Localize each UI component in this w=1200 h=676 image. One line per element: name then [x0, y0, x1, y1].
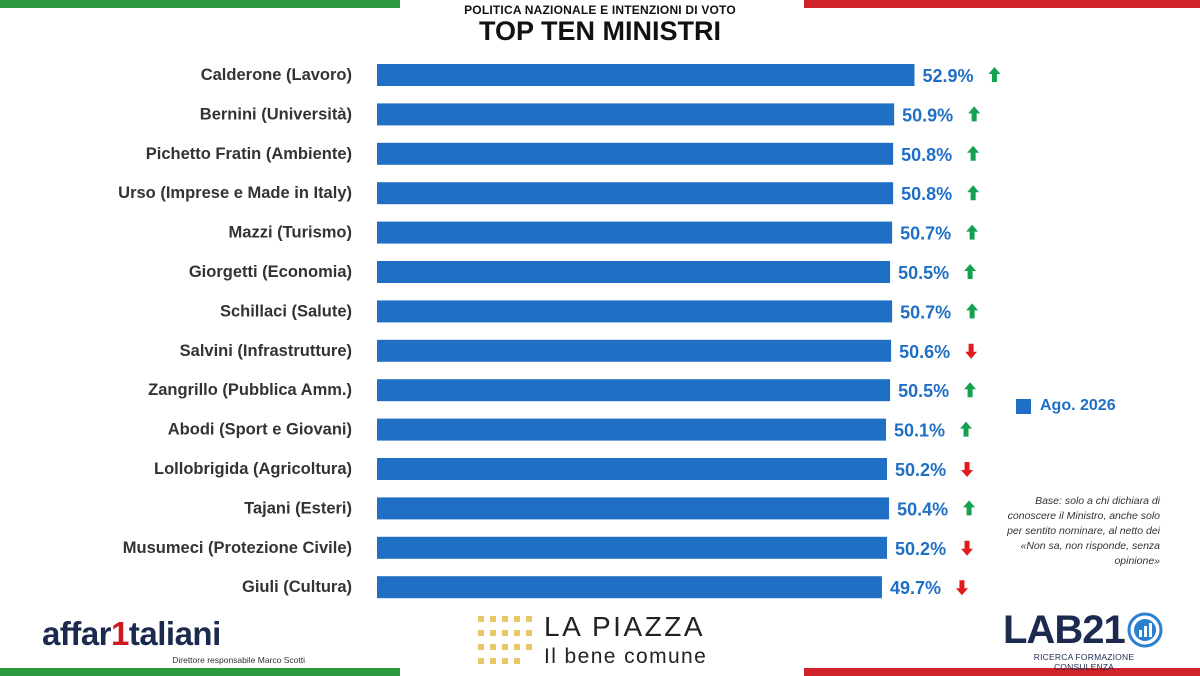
trend-down-arrow-icon	[961, 540, 974, 556]
value-label: 50.9%	[902, 105, 953, 125]
category-label: Calderone (Lavoro)	[201, 66, 352, 84]
lapiazza-subtitle: Il bene comune	[544, 645, 708, 668]
affaritaliani-logo-part1: affar	[42, 615, 112, 652]
trend-up-arrow-icon	[967, 185, 980, 201]
affaritaliani-logo-part2: 1	[111, 615, 129, 652]
value-label: 50.8%	[901, 145, 952, 165]
flag-stripe-red-top	[804, 0, 1200, 8]
legend: Ago. 2026	[1016, 397, 1116, 415]
affaritaliani-subtitle: Direttore responsabile Marco Scotti	[172, 655, 305, 665]
category-label: Giuli (Cultura)	[242, 578, 352, 596]
category-label: Giorgetti (Economia)	[189, 263, 352, 281]
value-label: 49.7%	[890, 578, 941, 598]
category-label: Mazzi (Turismo)	[229, 224, 352, 242]
category-label: Schillaci (Salute)	[220, 302, 352, 320]
category-label: Salvini (Infrastrutture)	[180, 342, 352, 360]
trend-up-arrow-icon	[963, 500, 976, 516]
bar	[377, 339, 892, 362]
base-note: Base: solo a chi dichiara di conoscere i…	[1007, 495, 1160, 567]
bar	[377, 536, 888, 559]
bar	[377, 103, 895, 126]
page-supertitle: POLITICA NAZIONALE E INTENZIONI DI VOTO	[464, 3, 736, 17]
trend-up-arrow-icon	[964, 382, 977, 398]
trend-up-arrow-icon	[966, 303, 979, 319]
category-label: Musumeci (Protezione Civile)	[123, 539, 352, 557]
page-title: TOP TEN MINISTRI	[478, 16, 722, 46]
lapiazza-title: LA PIAZZA	[544, 611, 705, 642]
value-label: 50.7%	[900, 302, 951, 322]
category-label: Zangrillo (Pubblica Amm.)	[148, 381, 352, 399]
value-label: 50.8%	[901, 184, 952, 204]
bar	[377, 300, 893, 323]
lapiazza-dots-icon	[478, 616, 532, 664]
bar	[377, 182, 894, 205]
affaritaliani-logo: affar1taliani	[42, 616, 221, 652]
value-label: 50.4%	[897, 499, 948, 519]
lab21-logo-text: LAB21	[1003, 608, 1126, 652]
flag-stripe-green-top	[0, 0, 400, 8]
lab21-circle-icon	[1127, 612, 1163, 648]
bar	[377, 418, 887, 441]
bar	[377, 261, 891, 283]
value-label: 50.2%	[895, 460, 946, 480]
trend-up-arrow-icon	[964, 264, 977, 279]
legend-swatch	[1016, 398, 1031, 414]
flag-stripe-green-bottom	[0, 668, 400, 676]
affaritaliani-logo-part3: taliani	[128, 615, 221, 652]
value-label: 50.5%	[898, 263, 949, 283]
value-label: 50.6%	[899, 342, 950, 362]
trend-up-arrow-icon	[966, 224, 979, 240]
trend-down-arrow-icon	[965, 343, 978, 359]
category-label: Tajani (Esteri)	[244, 499, 352, 517]
trend-up-arrow-icon	[968, 106, 981, 122]
trend-up-arrow-icon	[967, 145, 980, 161]
legend-label: Ago. 2026	[1040, 397, 1116, 414]
value-label: 50.2%	[895, 539, 946, 559]
category-label: Pichetto Fratin (Ambiente)	[146, 145, 352, 163]
bar	[377, 576, 882, 599]
bar	[377, 497, 890, 520]
value-label: 50.7%	[900, 224, 951, 244]
value-label: 50.1%	[894, 421, 945, 441]
value-label: 52.9%	[922, 66, 973, 86]
trend-up-arrow-icon	[960, 421, 973, 437]
category-label: Abodi (Sport e Giovani)	[168, 421, 352, 439]
category-label: Urso (Imprese e Made in Italy)	[118, 184, 352, 202]
flag-stripe-red-bottom	[804, 668, 1200, 676]
bar	[377, 379, 891, 402]
category-label: Lollobrigida (Agricoltura)	[154, 460, 352, 478]
trend-down-arrow-icon	[961, 462, 974, 477]
lab21-logo: LAB21	[1003, 609, 1163, 651]
category-label: Bernini (Università)	[200, 105, 352, 123]
bar	[377, 221, 893, 244]
value-label: 50.5%	[898, 381, 949, 401]
trend-up-arrow-icon	[988, 67, 1001, 82]
bar	[377, 64, 915, 86]
lab21-subtitle: RICERCA FORMAZIONE CONSULENZA	[1033, 652, 1135, 672]
bar	[377, 142, 894, 165]
trend-down-arrow-icon	[955, 580, 968, 596]
bar	[377, 458, 888, 480]
